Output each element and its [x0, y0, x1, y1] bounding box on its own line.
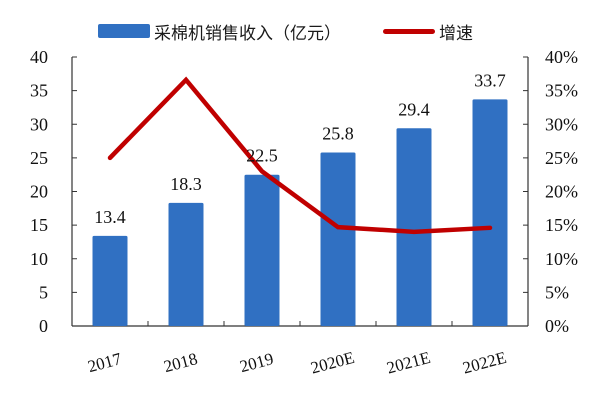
x-tick-label: 2017 [86, 349, 124, 376]
legend-line-swatch [383, 28, 435, 34]
left-tick-label: 40 [30, 47, 48, 67]
x-tick-label: 2021E [385, 348, 433, 378]
revenue-bar [168, 202, 204, 326]
bar-value-label: 33.7 [474, 70, 506, 90]
legend-bar-swatch [98, 24, 150, 38]
right-tick-label: 0% [545, 316, 569, 336]
bar-value-label: 13.4 [94, 207, 126, 227]
x-tick-label: 2020E [309, 348, 357, 378]
growth-line [107, 76, 493, 235]
data-labels: 13.4 18.3 22.5 25.8 29.4 33.7 [94, 70, 506, 227]
bar-series [92, 99, 508, 327]
revenue-bar [320, 152, 356, 326]
bar-value-label: 25.8 [322, 123, 354, 143]
revenue-bar [396, 128, 432, 326]
right-tick-label: 10% [545, 249, 578, 269]
left-tick-label: 35 [30, 81, 48, 101]
right-tick-label: 25% [545, 148, 578, 168]
right-tick-label: 15% [545, 215, 578, 235]
right-tick-label: 20% [545, 182, 578, 202]
left-tick-label: 30 [30, 114, 48, 134]
revenue-bar [92, 235, 128, 326]
x-tick-label: 2019 [238, 349, 276, 376]
legend-item-revenue: 采棉机销售收入（亿元） [98, 19, 341, 44]
x-tick-label: 2018 [162, 349, 200, 376]
bar-value-label: 29.4 [398, 99, 430, 119]
right-tick-label: 5% [545, 282, 569, 302]
x-tick-label: 2022E [461, 348, 509, 378]
axes: 0 5 10 15 20 25 30 35 40 0% 5% 10% 15% 20% 25% 30% 35% 40… [30, 47, 578, 378]
right-tick-label: 40% [545, 47, 578, 67]
left-tick-label: 5 [39, 282, 48, 302]
left-tick-label: 25 [30, 148, 48, 168]
bar-value-label: 22.5 [246, 146, 278, 166]
legend-bar-label: 采棉机销售收入（亿元） [154, 23, 341, 44]
left-tick-label: 10 [30, 249, 48, 269]
revenue-bar [244, 174, 280, 326]
revenue-bar [472, 99, 508, 327]
right-tick-label: 30% [545, 114, 578, 134]
left-tick-label: 0 [39, 316, 48, 336]
left-tick-label: 20 [30, 182, 48, 202]
left-tick-label: 15 [30, 215, 48, 235]
legend-item-growth: 增速 [383, 19, 473, 44]
line-series [107, 76, 493, 235]
right-tick-label: 35% [545, 81, 578, 101]
legend-line-label: 增速 [439, 23, 473, 44]
bar-value-label: 18.3 [170, 174, 202, 194]
chart-legend: 采棉机销售收入（亿元） 增速 [98, 18, 473, 44]
